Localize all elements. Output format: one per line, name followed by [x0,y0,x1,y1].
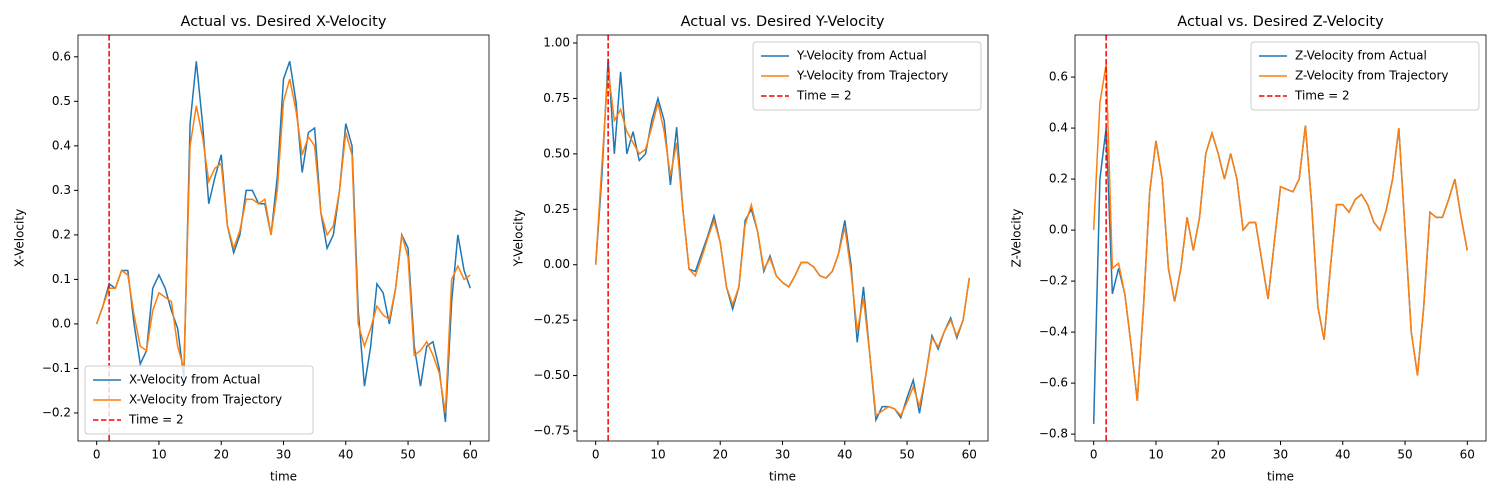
legend-box [1250,41,1480,111]
y-tick-label: 0.4 [1049,121,1068,135]
subplot: Actual vs. Desired Y-Velocity time Y-Veloc… [512,14,989,484]
y-tick-label: 0.5 [52,94,71,108]
y-tick-label: 1.00 [543,35,570,49]
y-tick-label: 0.6 [52,49,71,63]
legend-label: Time = 2 [1294,89,1350,103]
x-tick-label: 50 [899,448,914,462]
subplot: Actual vs. Desired Z-Velocity time Z-Veloc… [1010,14,1487,484]
x-tick-label: 10 [650,448,665,462]
y-tick-label: −0.2 [42,405,71,419]
x-tick-label: 30 [276,448,291,462]
x-tick-label: 10 [151,448,166,462]
chart-title: Actual vs. Desired Z-Velocity [1177,14,1384,30]
x-axis-label: time [769,470,796,484]
x-tick-label: 10 [1148,448,1163,462]
x-tick-label: 0 [93,448,101,462]
legend-label: Y-Velocity from Trajectory [796,69,948,83]
chart-title: Actual vs. Desired X-Velocity [181,14,387,30]
series-line [594,58,971,423]
x-axis-label: time [270,470,297,484]
x-tick-label: 60 [962,448,977,462]
y-tick-label: −0.6 [1039,376,1068,390]
plot-frame [77,34,490,442]
y-tick-label: 0.2 [1049,172,1068,186]
legend-box [84,365,314,435]
x-tick-label: 20 [214,448,229,462]
legend-label: Time = 2 [128,413,184,427]
y-tick-label: 0.0 [1049,223,1068,237]
y-axis-label: Z-Velocity [1010,209,1024,268]
y-tick-label: 0.75 [543,91,570,105]
legend-label: Time = 2 [796,89,852,103]
legend: X-Velocity from Actual X-Velocity from Tr… [84,365,314,435]
x-tick-label: 0 [592,448,600,462]
legend-label: X-Velocity from Trajectory [129,393,282,407]
y-tick-label: 0.00 [543,257,570,271]
series-line [594,69,971,417]
x-tick-label: 20 [713,448,728,462]
y-tick-label: 0.25 [543,202,570,216]
x-axis-label: time [1267,470,1294,484]
plot-frame [576,34,989,442]
series-line [95,78,471,414]
series-line [95,61,472,422]
x-tick-label: 60 [463,448,478,462]
series-line [1092,125,1469,424]
y-axis-label: Y-Velocity [512,210,526,268]
x-tick-label: 0 [1090,448,1098,462]
series-line [1092,64,1469,402]
y-tick-label: −0.2 [1039,274,1068,288]
x-tick-label: 60 [1460,448,1475,462]
y-tick-label: −0.75 [533,424,570,438]
legend-box [752,41,982,111]
y-tick-label: 0.50 [543,146,570,160]
legend-label: Z-Velocity from Actual [1295,49,1427,63]
x-tick-label: 20 [1211,448,1226,462]
y-tick-label: 0.3 [52,183,71,197]
x-tick-label: 30 [775,448,790,462]
y-tick-label: 0.2 [52,227,71,241]
subplot: Actual vs. Desired X-Velocity time X-Veloc… [13,14,490,484]
plot-frame [1074,34,1487,442]
x-tick-label: 30 [1273,448,1288,462]
x-tick-label: 50 [400,448,415,462]
y-tick-label: 0.6 [1049,70,1068,84]
y-tick-label: 0.0 [52,316,71,330]
legend: Y-Velocity from Actual Y-Velocity from Tr… [752,41,982,111]
legend-label: Y-Velocity from Actual [796,49,927,63]
legend-label: Z-Velocity from Trajectory [1295,69,1449,83]
y-axis-label: X-Velocity [13,209,27,267]
legend-label: X-Velocity from Actual [129,373,260,387]
x-tick-label: 40 [338,448,353,462]
legend: Z-Velocity from Actual Z-Velocity from Tr… [1250,41,1480,111]
y-tick-label: −0.50 [533,368,570,382]
y-tick-label: 0.1 [52,272,71,286]
x-tick-label: 40 [837,448,852,462]
y-tick-label: 0.4 [52,138,71,152]
y-tick-label: −0.8 [1039,427,1068,441]
y-tick-label: −0.4 [1039,325,1068,339]
y-tick-label: −0.25 [533,313,570,327]
x-tick-label: 50 [1397,448,1412,462]
x-tick-label: 40 [1335,448,1350,462]
chart-title: Actual vs. Desired Y-Velocity [681,14,885,30]
y-tick-label: −0.1 [42,361,71,375]
